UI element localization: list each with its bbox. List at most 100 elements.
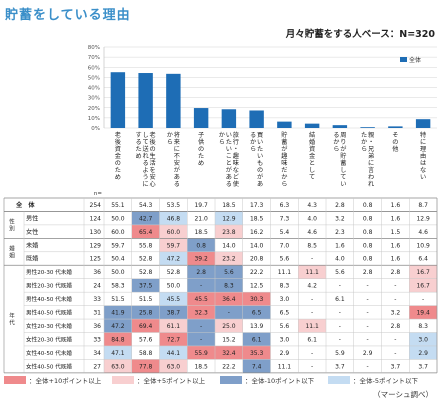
cell-value: 58.8 xyxy=(139,350,153,357)
cell-value: 5.9 xyxy=(335,350,345,357)
chart-svg: 0% 10% 20% 30% 40% 50% 60% 70% 80% 老後資金のため 老後の生活を… xyxy=(3,45,438,374)
legend-label: ：全体-10ポイント以下 xyxy=(245,377,315,385)
row-n: 34 xyxy=(93,350,101,357)
category-label: その他 xyxy=(392,132,398,153)
cell-value: 3.2 xyxy=(391,310,401,317)
cell-value: 25.8 xyxy=(139,310,153,317)
cell-highlight xyxy=(298,319,326,333)
bar xyxy=(388,126,403,128)
cell-highlight xyxy=(159,211,188,225)
row-label: 男性20-30 代既婚 xyxy=(26,282,72,290)
cell-value: 38.7 xyxy=(167,310,181,317)
cell-value: 7.3 xyxy=(280,215,290,222)
row-n: 254 xyxy=(90,202,102,209)
row-label: 女性20-30 代既婚 xyxy=(26,335,72,343)
cell-highlight xyxy=(215,305,243,320)
data-table: n= 全 体 254 55.1 54.3 53.5 19.7 18.5 17.3 6.3 4.3 2.… xyxy=(3,191,438,374)
cell-value: - xyxy=(339,310,341,317)
cell-highlight xyxy=(409,265,437,279)
cell-highlight xyxy=(104,332,132,346)
cell-value: 12.5 xyxy=(250,283,264,290)
category-label: 結婚資金として xyxy=(309,131,316,181)
cell-highlight xyxy=(242,292,271,306)
cell-value: 5.4 xyxy=(280,229,290,236)
cell-value: 50.0 xyxy=(111,269,125,276)
cell-value: 14.0 xyxy=(250,242,264,249)
cell-value: 63.0 xyxy=(111,363,125,370)
cell-value: 2.8 xyxy=(196,269,206,276)
cell-value: 6.3 xyxy=(280,202,290,209)
legend-swatch xyxy=(220,376,242,384)
cell-highlight xyxy=(409,332,437,346)
cell-value: 4.2 xyxy=(307,283,317,290)
cell-value: 51.5 xyxy=(111,296,125,303)
legend-label: ：全体+5ポイント以上 xyxy=(137,377,206,385)
cell-value: 1.6 xyxy=(391,215,401,222)
cell-value: 53.5 xyxy=(167,202,181,209)
cell-value: 50.0 xyxy=(111,215,125,222)
cell-value: 4.6 xyxy=(418,229,428,236)
cell-value: 16.2 xyxy=(250,229,264,236)
cell-value: 20.8 xyxy=(250,256,264,263)
y-tick-label: 0% xyxy=(91,126,100,132)
row-label: 全 体 xyxy=(15,201,35,209)
legend-swatch xyxy=(328,376,350,384)
chart-grid xyxy=(103,46,437,129)
y-tick-label: 80% xyxy=(88,45,100,51)
cell-highlight xyxy=(242,359,271,373)
cell-highlight xyxy=(187,305,215,320)
legend-low: ：全体-5ポイント以下 xyxy=(328,375,418,385)
cell-value: 2.8 xyxy=(391,269,401,276)
cell-value: 5.6 xyxy=(280,323,290,330)
bar xyxy=(332,125,348,128)
legend-strong-low: ：全体-10ポイント以下 xyxy=(220,375,314,385)
cell-value: 16.7 xyxy=(416,283,430,290)
bars xyxy=(110,72,431,128)
bar xyxy=(110,72,126,128)
cell-value: 32.4 xyxy=(222,350,236,357)
cell-value: 46.8 xyxy=(167,215,181,222)
cell-value: 8.3 xyxy=(418,323,428,330)
category-label: 旅行・趣味など使いたいことがあるから xyxy=(219,131,240,188)
legend-swatch xyxy=(4,376,26,384)
cell-highlight xyxy=(159,251,188,266)
cell-highlight xyxy=(215,292,243,306)
cell-value: 36.4 xyxy=(222,296,236,303)
cell-highlight xyxy=(215,211,243,225)
cell-value: 6.5 xyxy=(280,310,290,317)
cell-value: 55.9 xyxy=(194,350,208,357)
cell-value: 72.7 xyxy=(167,336,181,343)
group-label: 年代 xyxy=(9,312,15,327)
cell-value: - xyxy=(422,296,424,303)
cell-value: - xyxy=(394,350,396,357)
y-tick-label: 40% xyxy=(88,86,100,92)
cell-value: 22.2 xyxy=(250,269,264,276)
cell-highlight xyxy=(242,345,271,360)
cell-value: 58.3 xyxy=(111,283,125,290)
cell-value: 60.0 xyxy=(167,229,181,236)
row-label: 男性20-30 代未婚 xyxy=(26,268,72,276)
cell-value: - xyxy=(367,363,369,370)
cell-highlight xyxy=(159,238,188,252)
cell-value: - xyxy=(200,336,202,343)
y-tick-label: 30% xyxy=(88,96,100,102)
cell-value: 18.5 xyxy=(250,215,264,222)
cell-value: 6.1 xyxy=(252,336,262,343)
cell-value: 8.3 xyxy=(280,283,290,290)
cell-value: 3.0 xyxy=(418,336,428,343)
cell-highlight xyxy=(131,319,160,333)
cell-value: 0.8 xyxy=(363,256,373,263)
bar xyxy=(193,108,209,128)
y-tick-label: 60% xyxy=(88,65,100,71)
cell-value: 23.2 xyxy=(222,256,236,263)
cell-value: 1.6 xyxy=(391,202,401,209)
cell-value: 2.8 xyxy=(363,269,373,276)
cell-value: 8.5 xyxy=(307,242,317,249)
cell-value: 12.9 xyxy=(416,215,430,222)
cell-value: 2.3 xyxy=(335,229,345,236)
cell-value: 52.8 xyxy=(139,269,153,276)
cell-value: 6.5 xyxy=(252,310,262,317)
cell-value: 1.6 xyxy=(391,242,401,249)
cell-highlight xyxy=(215,224,243,239)
